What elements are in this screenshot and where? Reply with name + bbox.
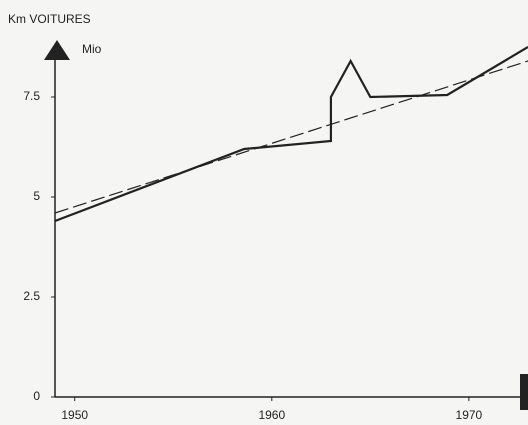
y-tick-label: 0 [33, 389, 40, 403]
trend-line [54, 60, 528, 214]
x-tick-label: 1960 [258, 408, 285, 422]
y-unit-label: Mio [82, 42, 102, 56]
y-tick-label: 7.5 [23, 89, 40, 103]
data-line [54, 46, 528, 223]
y-axis-arrow [44, 40, 70, 60]
x-tick-label: 1950 [61, 408, 88, 422]
x-tick-label: 1970 [456, 408, 483, 422]
y-tick-label: 5 [33, 189, 40, 203]
y-axis-label: Km VOITURES [8, 12, 91, 26]
x-axis-arrow [520, 374, 528, 410]
y-tick-label: 2.5 [23, 289, 40, 303]
